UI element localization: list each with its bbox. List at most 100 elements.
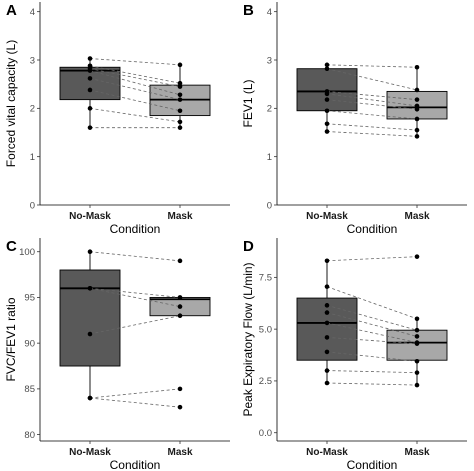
data-point-no-mask bbox=[324, 129, 330, 134]
panel-label-b: B bbox=[243, 2, 254, 19]
y-tick-label: 0 bbox=[267, 200, 272, 211]
data-point-mask bbox=[414, 327, 420, 333]
pair-line bbox=[89, 388, 181, 399]
data-point-mask bbox=[414, 334, 420, 339]
pair-line bbox=[326, 304, 418, 331]
pair-line bbox=[326, 312, 418, 337]
data-point-no-mask bbox=[324, 108, 330, 114]
data-point-no-mask bbox=[87, 68, 93, 73]
x-tick-label: No-Mask bbox=[306, 447, 348, 458]
pair-line bbox=[326, 382, 418, 386]
data-point-mask bbox=[177, 108, 183, 114]
pair-line bbox=[89, 107, 181, 123]
x-tick-label: Mask bbox=[404, 447, 429, 458]
pair-line bbox=[89, 77, 181, 101]
data-point-no-mask bbox=[324, 380, 330, 386]
panel-d: D 0.0 2.5 5.0 7.5 No-Mask Mask Condition Peak E… bbox=[237, 236, 474, 471]
data-point-mask bbox=[414, 254, 420, 259]
pair-line bbox=[326, 256, 418, 262]
pair-line bbox=[326, 123, 418, 131]
x-tick-label: No-Mask bbox=[69, 211, 111, 222]
data-point-no-mask bbox=[87, 76, 93, 81]
pair-line bbox=[89, 58, 181, 66]
data-point-no-mask bbox=[87, 125, 93, 130]
data-point-no-mask bbox=[324, 91, 330, 97]
y-axis-title: Forced vital capacity (L) bbox=[4, 40, 18, 167]
pair-line bbox=[326, 131, 418, 137]
pair-line bbox=[89, 251, 181, 262]
data-point-no-mask bbox=[87, 106, 93, 111]
x-tick-label: Mask bbox=[167, 211, 192, 222]
y-tick-label: 100 bbox=[19, 247, 35, 258]
pair-line bbox=[326, 337, 418, 345]
data-point-no-mask bbox=[324, 349, 330, 355]
data-point-no-mask bbox=[324, 62, 330, 68]
data-point-no-mask bbox=[324, 310, 330, 315]
data-point-mask bbox=[177, 80, 183, 86]
pair-line bbox=[89, 315, 181, 335]
pair-line bbox=[326, 99, 418, 110]
pair-line bbox=[89, 65, 181, 84]
pair-line bbox=[326, 286, 418, 320]
data-point-no-mask bbox=[324, 121, 330, 127]
data-point-mask bbox=[414, 382, 420, 388]
panel-c-chart: C 80 85 90 95 100 No-Mask Mask Condition FVC/FEV… bbox=[4, 238, 230, 471]
data-point-mask bbox=[177, 313, 183, 319]
data-point-no-mask bbox=[87, 249, 93, 255]
data-point-mask bbox=[177, 404, 183, 410]
y-tick-label: 3 bbox=[30, 55, 35, 66]
data-point-no-mask bbox=[324, 97, 330, 102]
pair-line bbox=[326, 68, 418, 91]
panel-label-d: D bbox=[243, 238, 254, 255]
y-tick-label: 0 bbox=[30, 200, 35, 211]
pair-line bbox=[326, 93, 418, 107]
x-tick-label: Mask bbox=[167, 447, 192, 458]
data-point-no-mask bbox=[324, 258, 330, 264]
data-point-no-mask bbox=[324, 320, 330, 326]
pair-line bbox=[326, 351, 418, 362]
pair-line bbox=[89, 68, 181, 87]
pair-line bbox=[326, 370, 418, 374]
y-axis-title: FVC/FEV1 ratio bbox=[4, 297, 18, 381]
data-point-mask bbox=[414, 370, 420, 375]
data-point-no-mask bbox=[324, 303, 330, 308]
data-point-mask bbox=[414, 87, 420, 93]
data-point-mask bbox=[177, 92, 183, 98]
pair-line bbox=[326, 64, 418, 68]
y-tick-label: 80 bbox=[24, 430, 35, 441]
y-axis-title: FEV1 (L) bbox=[241, 79, 255, 127]
panel-b-chart: B 0 1 2 3 4 No-Mask Mask Condition FEV1 (L) bbox=[241, 2, 467, 236]
y-tick-label: 85 bbox=[24, 384, 35, 395]
data-point-mask bbox=[414, 358, 420, 364]
data-point-no-mask bbox=[324, 284, 330, 289]
y-tick-label: 90 bbox=[24, 338, 35, 349]
pair-line bbox=[326, 91, 418, 101]
data-point-no-mask bbox=[87, 331, 93, 337]
y-tick-label: 7.5 bbox=[259, 273, 272, 284]
panel-label-a: A bbox=[6, 2, 17, 19]
data-point-mask bbox=[414, 97, 420, 102]
data-point-no-mask bbox=[87, 56, 93, 61]
data-point-mask bbox=[177, 97, 183, 102]
data-point-mask bbox=[177, 62, 183, 68]
data-point-mask bbox=[414, 103, 420, 109]
panel-b: B 0 1 2 3 4 No-Mask Mask Condition FEV1 (L) bbox=[237, 0, 474, 236]
data-point-mask bbox=[177, 84, 183, 89]
x-axis-title: Condition bbox=[110, 458, 161, 471]
y-tick-label: 0.0 bbox=[259, 428, 272, 439]
data-point-no-mask bbox=[87, 87, 93, 93]
data-point-no-mask bbox=[87, 285, 93, 291]
x-tick-label: No-Mask bbox=[69, 447, 111, 458]
data-point-mask bbox=[414, 64, 420, 70]
data-point-mask bbox=[177, 295, 183, 300]
pair-line bbox=[89, 287, 181, 298]
y-tick-label: 4 bbox=[30, 7, 35, 18]
panel-a: A 0 1 2 3 4 No-Mask Mask Condition Forced vital … bbox=[0, 0, 237, 236]
pair-line bbox=[89, 89, 181, 112]
y-tick-label: 3 bbox=[267, 55, 272, 66]
y-tick-label: 5.0 bbox=[259, 324, 272, 335]
y-tick-label: 1 bbox=[30, 152, 35, 163]
data-point-no-mask bbox=[87, 395, 93, 401]
data-point-mask bbox=[177, 119, 183, 125]
data-point-mask bbox=[414, 341, 420, 346]
